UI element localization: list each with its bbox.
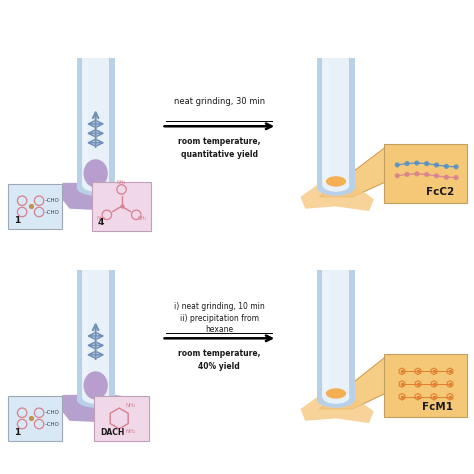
Text: room temperature,: room temperature, bbox=[178, 137, 261, 146]
Polygon shape bbox=[319, 146, 465, 197]
Ellipse shape bbox=[82, 179, 109, 192]
FancyBboxPatch shape bbox=[83, 273, 89, 395]
FancyBboxPatch shape bbox=[77, 270, 115, 400]
Text: 4: 4 bbox=[98, 219, 104, 228]
Circle shape bbox=[434, 163, 439, 168]
Polygon shape bbox=[301, 182, 374, 211]
Circle shape bbox=[414, 171, 419, 176]
Circle shape bbox=[395, 173, 400, 178]
FancyBboxPatch shape bbox=[323, 273, 329, 395]
FancyBboxPatch shape bbox=[92, 182, 151, 231]
Circle shape bbox=[444, 164, 449, 169]
FancyBboxPatch shape bbox=[323, 61, 329, 183]
Ellipse shape bbox=[317, 179, 355, 196]
Circle shape bbox=[424, 161, 429, 166]
Text: hexane: hexane bbox=[205, 325, 233, 334]
FancyBboxPatch shape bbox=[8, 184, 63, 229]
Text: NH₂: NH₂ bbox=[96, 216, 106, 221]
FancyBboxPatch shape bbox=[82, 58, 109, 185]
FancyBboxPatch shape bbox=[322, 270, 349, 397]
Circle shape bbox=[434, 173, 439, 178]
Circle shape bbox=[454, 164, 459, 169]
Circle shape bbox=[414, 160, 419, 165]
Text: DACH: DACH bbox=[100, 428, 125, 437]
Text: quantitative yield: quantitative yield bbox=[181, 150, 258, 159]
Text: 1: 1 bbox=[14, 428, 20, 437]
Text: NH₂: NH₂ bbox=[126, 403, 136, 408]
FancyBboxPatch shape bbox=[317, 270, 355, 400]
Polygon shape bbox=[301, 393, 374, 423]
Text: –CHO: –CHO bbox=[45, 410, 60, 415]
FancyBboxPatch shape bbox=[8, 396, 63, 441]
Ellipse shape bbox=[82, 391, 109, 404]
Circle shape bbox=[404, 172, 410, 177]
Text: i) neat grinding, 10 min: i) neat grinding, 10 min bbox=[174, 302, 264, 311]
Ellipse shape bbox=[77, 392, 115, 408]
Ellipse shape bbox=[326, 388, 346, 399]
Text: room temperature,: room temperature, bbox=[178, 349, 261, 358]
Text: FcM1: FcM1 bbox=[422, 402, 453, 412]
FancyBboxPatch shape bbox=[94, 396, 149, 441]
Text: ii) precipitation from: ii) precipitation from bbox=[180, 314, 259, 323]
FancyBboxPatch shape bbox=[322, 58, 349, 185]
FancyBboxPatch shape bbox=[317, 58, 355, 188]
Ellipse shape bbox=[317, 392, 355, 408]
Ellipse shape bbox=[77, 179, 115, 196]
Circle shape bbox=[395, 162, 400, 167]
FancyBboxPatch shape bbox=[384, 144, 467, 203]
Text: 40% yield: 40% yield bbox=[199, 362, 240, 371]
Circle shape bbox=[404, 161, 410, 166]
FancyBboxPatch shape bbox=[82, 270, 109, 397]
Text: NH₂: NH₂ bbox=[126, 429, 136, 434]
Text: –CHO: –CHO bbox=[45, 198, 60, 203]
Ellipse shape bbox=[83, 159, 108, 188]
Text: NH₂: NH₂ bbox=[137, 216, 146, 221]
Circle shape bbox=[444, 174, 449, 180]
Circle shape bbox=[424, 172, 429, 177]
Polygon shape bbox=[60, 178, 136, 211]
Text: –CHO: –CHO bbox=[45, 210, 60, 215]
Text: 1: 1 bbox=[14, 216, 20, 225]
Ellipse shape bbox=[322, 391, 349, 404]
Text: NH₂: NH₂ bbox=[117, 180, 126, 185]
Ellipse shape bbox=[83, 371, 108, 400]
Ellipse shape bbox=[322, 179, 349, 192]
FancyBboxPatch shape bbox=[77, 58, 115, 188]
FancyBboxPatch shape bbox=[384, 354, 467, 417]
Circle shape bbox=[454, 175, 459, 180]
Text: neat grinding, 30 min: neat grinding, 30 min bbox=[174, 98, 265, 107]
Text: –CHO: –CHO bbox=[45, 421, 60, 427]
Polygon shape bbox=[319, 356, 465, 409]
Text: FcC2: FcC2 bbox=[426, 187, 454, 197]
Polygon shape bbox=[60, 390, 136, 423]
FancyBboxPatch shape bbox=[83, 61, 89, 183]
Ellipse shape bbox=[326, 176, 346, 187]
